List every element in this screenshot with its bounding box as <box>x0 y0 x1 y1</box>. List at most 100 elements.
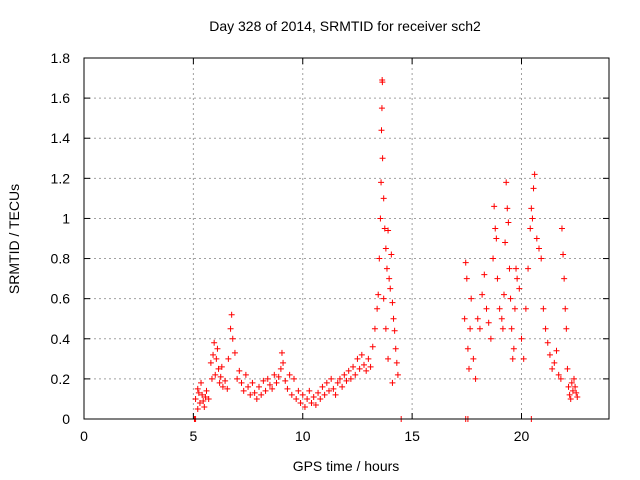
data-point <box>518 335 525 342</box>
data-point <box>367 363 374 370</box>
data-point <box>380 195 387 202</box>
data-point <box>392 345 399 352</box>
data-point <box>306 387 313 394</box>
data-point <box>380 295 387 302</box>
data-point <box>312 401 319 408</box>
data-point <box>394 371 401 378</box>
data-point <box>236 367 243 374</box>
data-point <box>385 355 392 362</box>
data-point <box>354 355 361 362</box>
data-point <box>308 399 315 406</box>
data-point <box>564 365 571 372</box>
data-point <box>461 315 468 322</box>
data-point <box>347 375 354 382</box>
data-point <box>525 265 532 272</box>
data-point <box>310 393 317 400</box>
data-point <box>218 363 225 370</box>
data-point <box>466 365 472 372</box>
data-point <box>496 305 503 312</box>
data-point <box>508 325 515 332</box>
data-point <box>375 291 382 298</box>
data-point <box>247 391 254 398</box>
data-point <box>278 349 285 356</box>
data-point <box>317 395 324 402</box>
data-point <box>203 387 210 394</box>
data-point <box>506 265 513 272</box>
data-point <box>352 371 359 378</box>
x-tick-label: 5 <box>189 428 197 444</box>
data-point <box>207 359 214 366</box>
data-point <box>363 367 370 374</box>
data-point <box>504 205 511 212</box>
data-point <box>565 383 572 390</box>
data-point <box>533 235 540 242</box>
data-point <box>211 339 218 346</box>
data-point <box>531 171 538 178</box>
x-tick-label: 20 <box>514 428 530 444</box>
data-point <box>382 325 389 332</box>
grid <box>84 58 609 419</box>
data-point <box>385 227 392 234</box>
data-point <box>483 305 490 312</box>
data-point <box>288 391 295 398</box>
data-point <box>341 371 348 378</box>
data-point <box>529 215 536 222</box>
x-tick-label: 10 <box>295 428 311 444</box>
data-point <box>200 397 207 404</box>
data-point <box>299 391 306 398</box>
data-point <box>381 225 388 232</box>
data-point <box>228 311 235 318</box>
data-point <box>474 315 481 322</box>
data-point <box>213 355 220 362</box>
data-point <box>553 347 560 354</box>
data-point <box>470 355 477 362</box>
data-point <box>275 373 282 380</box>
data-point <box>378 105 385 112</box>
data-point <box>558 225 565 232</box>
data-point <box>343 377 350 384</box>
data-point <box>358 351 365 358</box>
data-point <box>212 371 219 378</box>
data-point <box>216 379 223 386</box>
data-point <box>271 371 278 378</box>
data-point <box>568 379 575 386</box>
data-point <box>264 375 271 382</box>
data-point <box>390 315 397 322</box>
data-point <box>377 215 384 222</box>
data-point <box>527 225 534 232</box>
data-point <box>393 359 400 366</box>
data-point <box>315 389 322 396</box>
data-point <box>336 375 343 382</box>
data-point <box>332 391 339 398</box>
data-point <box>574 393 581 400</box>
y-tick-label: 1.4 <box>51 130 71 146</box>
data-point <box>199 391 206 398</box>
data-point <box>520 355 527 362</box>
data-point <box>214 345 221 352</box>
data-point <box>476 325 483 332</box>
data-point <box>509 355 516 362</box>
data-point <box>227 325 234 332</box>
data-point <box>301 403 308 410</box>
data-point <box>571 375 577 382</box>
data-point <box>350 363 357 370</box>
y-tick-label: 0.6 <box>51 291 71 307</box>
data-point <box>499 325 506 332</box>
data-point <box>467 325 474 332</box>
data-point <box>557 375 564 382</box>
data-point <box>573 389 580 396</box>
data-point <box>536 245 542 252</box>
y-tick-label: 0.8 <box>51 251 71 267</box>
data-point <box>387 285 394 292</box>
data-point <box>498 315 505 322</box>
data-point <box>330 385 337 392</box>
data-point <box>376 255 383 262</box>
data-point <box>572 383 579 390</box>
data-point <box>326 387 332 394</box>
data-point <box>389 299 396 306</box>
data-point <box>192 395 199 402</box>
data-point <box>328 375 335 382</box>
y-tick-label: 1.8 <box>51 50 71 66</box>
plot-frame <box>83 57 610 420</box>
data-point <box>540 305 547 312</box>
